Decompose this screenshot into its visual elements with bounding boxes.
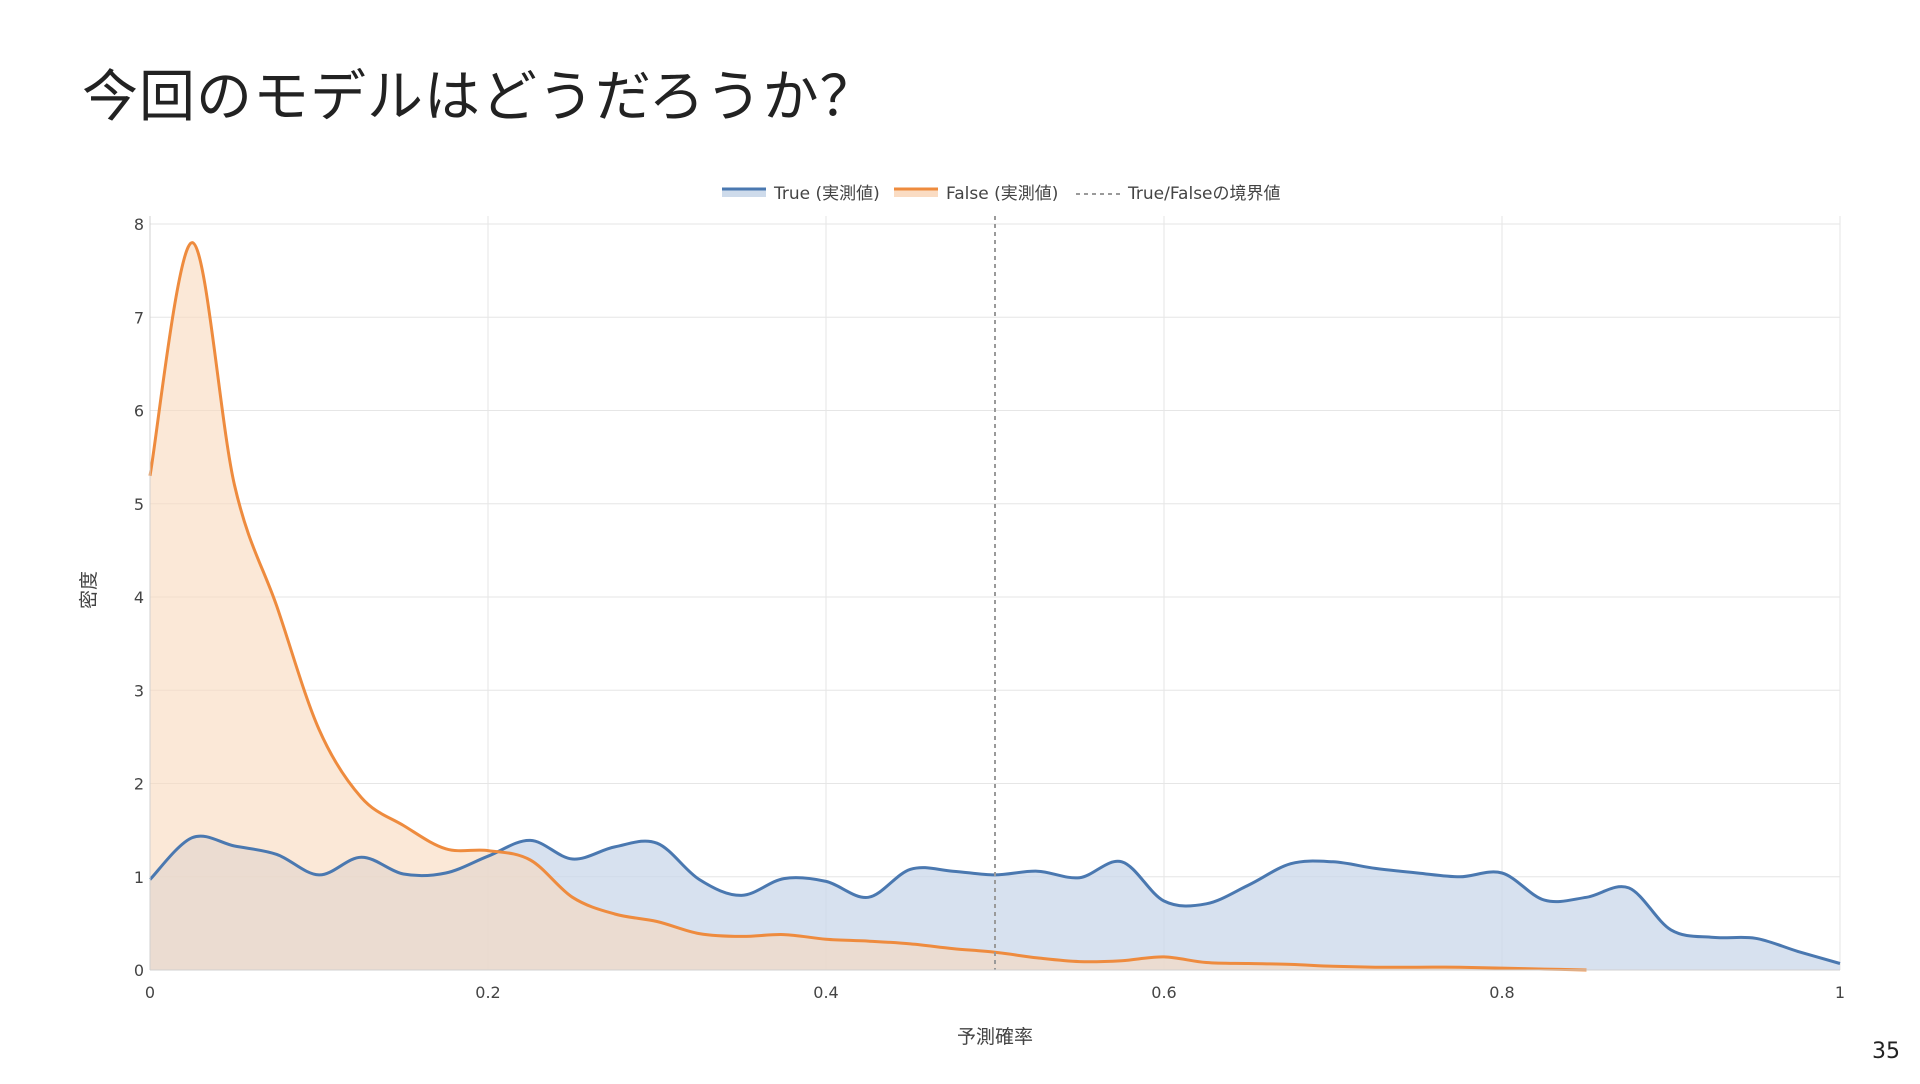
x-tick-label: 0.6 bbox=[1151, 983, 1176, 1002]
legend-label-false: False (実測値) bbox=[946, 184, 1058, 204]
y-tick-label: 0 bbox=[134, 961, 144, 980]
legend-label-threshold: True/Falseの境界値 bbox=[1127, 184, 1281, 204]
x-tick-label: 0.4 bbox=[813, 983, 838, 1002]
x-tick-label: 0.2 bbox=[475, 983, 500, 1002]
y-tick-label: 6 bbox=[134, 402, 144, 421]
x-tick-label: 1 bbox=[1835, 983, 1845, 1002]
legend-swatch-false bbox=[894, 188, 938, 197]
fill-layer bbox=[150, 242, 1840, 970]
y-tick-label: 5 bbox=[134, 495, 144, 514]
page-number: 35 bbox=[1872, 1039, 1900, 1064]
x-tick-label: 0.8 bbox=[1489, 983, 1514, 1002]
series-false-area bbox=[150, 242, 1587, 970]
series-false-line bbox=[148, 241, 1587, 972]
y-axis-label: 密度 bbox=[78, 571, 100, 609]
y-tick-label: 1 bbox=[134, 868, 144, 887]
y-tick-label: 2 bbox=[134, 775, 144, 794]
y-tick-label: 3 bbox=[134, 681, 144, 700]
y-tick-label: 7 bbox=[134, 308, 144, 327]
y-tick-label: 4 bbox=[134, 588, 144, 607]
legend-label-true: True (実測値) bbox=[773, 184, 880, 204]
legend-swatch-true bbox=[722, 188, 766, 197]
axis-layer: 0 1 2 3 4 5 6 7 8 0 0.2 0.4 0.6 0.8 1 bbox=[134, 215, 1845, 1002]
slide-title: 今回のモデルはどうだろうか？ bbox=[82, 65, 877, 130]
x-axis-label: 予測確率 bbox=[957, 1026, 1033, 1048]
x-tick-label: 0 bbox=[145, 983, 155, 1002]
y-tick-label: 8 bbox=[134, 215, 144, 234]
legend-layer: True (実測値) False (実測値) True/Falseの境界値 bbox=[722, 184, 1281, 204]
